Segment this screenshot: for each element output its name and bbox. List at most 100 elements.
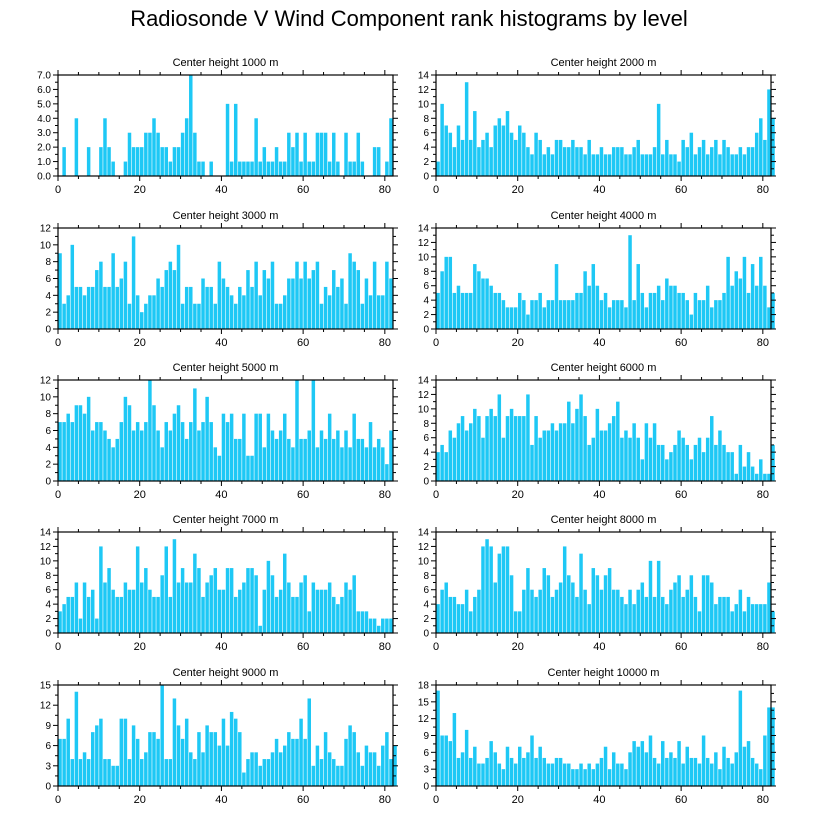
- bar: [518, 746, 522, 786]
- bar: [489, 147, 493, 176]
- bar: [189, 286, 193, 329]
- bar: [473, 111, 477, 176]
- bar: [156, 596, 160, 633]
- y-tick-label: 8: [45, 257, 51, 268]
- bar: [344, 582, 348, 633]
- bar: [140, 759, 144, 786]
- bar: [509, 575, 514, 633]
- panel-10: Center height 10000 m 0 20 40 60 80 0 3 6 9 12 15 18: [418, 667, 776, 806]
- bar: [303, 575, 307, 633]
- bar: [542, 154, 547, 176]
- bar: [103, 430, 107, 481]
- bar: [730, 452, 734, 481]
- bar: [705, 757, 710, 786]
- bar: [697, 611, 702, 633]
- bar: [497, 118, 502, 176]
- bar: [481, 437, 485, 481]
- bar: [340, 765, 344, 786]
- bar: [571, 769, 575, 786]
- bar: [763, 285, 767, 329]
- bar: [176, 725, 181, 786]
- bar: [558, 139, 563, 176]
- bar: [489, 546, 493, 633]
- bar: [258, 295, 262, 329]
- x-tick-label: 40: [215, 489, 227, 501]
- bar: [534, 416, 538, 481]
- y-tick-label: 4: [45, 600, 51, 611]
- bar: [660, 741, 665, 786]
- x-tick-label: 80: [757, 641, 769, 653]
- bar: [344, 430, 348, 481]
- bar: [754, 132, 759, 176]
- bar: [750, 604, 755, 633]
- bar: [152, 118, 156, 176]
- bar: [436, 604, 440, 633]
- bar: [336, 430, 340, 481]
- y-tick-label: 14: [418, 224, 430, 235]
- bar: [685, 300, 689, 329]
- bar: [665, 139, 669, 176]
- y-tick-label: 8: [423, 114, 429, 125]
- bar: [513, 139, 518, 176]
- bar: [750, 757, 755, 786]
- x-tick-label: 0: [55, 641, 61, 653]
- bar: [636, 139, 640, 176]
- panel-7: Center height 7000 m 0 20 40 60 80 0 2 4 6 8 10 12 14: [40, 514, 398, 653]
- bar: [348, 253, 352, 329]
- bar: [710, 582, 714, 633]
- bar: [164, 759, 169, 786]
- bar: [201, 278, 205, 329]
- bar: [665, 604, 669, 633]
- bar: [62, 303, 66, 329]
- bar: [327, 582, 332, 633]
- bar: [225, 286, 230, 329]
- bar: [587, 139, 591, 176]
- bar: [127, 405, 132, 481]
- bar: [270, 261, 275, 329]
- y-tick-label: 0: [423, 782, 429, 793]
- bar: [599, 300, 604, 329]
- bar: [389, 759, 393, 786]
- bar: [718, 154, 722, 176]
- bar: [360, 303, 365, 329]
- y-tick-label: 0: [45, 325, 51, 336]
- bar: [62, 422, 66, 481]
- bar: [554, 589, 559, 633]
- bar: [356, 611, 361, 633]
- bar: [213, 568, 218, 633]
- bar: [327, 752, 332, 786]
- bar: [485, 757, 489, 786]
- bar: [513, 763, 518, 786]
- bar: [722, 444, 726, 481]
- panel-title: Center height 8000 m: [551, 514, 657, 526]
- bar: [238, 286, 242, 329]
- bar: [352, 413, 356, 481]
- y-tick-label: 7.0: [37, 71, 51, 82]
- bar: [701, 452, 706, 481]
- bar: [291, 596, 295, 633]
- bar: [722, 139, 726, 176]
- bar: [62, 147, 66, 176]
- y-tick-label: 6: [423, 748, 429, 759]
- bar: [229, 711, 234, 786]
- bar: [311, 161, 316, 176]
- bar: [522, 300, 526, 329]
- bar: [607, 423, 612, 481]
- bar: [579, 292, 583, 329]
- bar: [299, 161, 303, 176]
- bar: [364, 745, 369, 786]
- bar: [381, 745, 385, 786]
- x-tick-label: 0: [433, 489, 439, 501]
- y-tick-label: 0: [423, 629, 429, 640]
- bar: [763, 604, 767, 633]
- bar: [440, 103, 444, 176]
- bar: [599, 147, 604, 176]
- bar: [718, 769, 722, 786]
- bar: [74, 582, 79, 633]
- bar: [722, 292, 726, 329]
- bar: [385, 261, 389, 329]
- bar: [538, 746, 542, 786]
- bar: [180, 738, 185, 786]
- bar: [534, 300, 538, 329]
- bar: [656, 763, 661, 786]
